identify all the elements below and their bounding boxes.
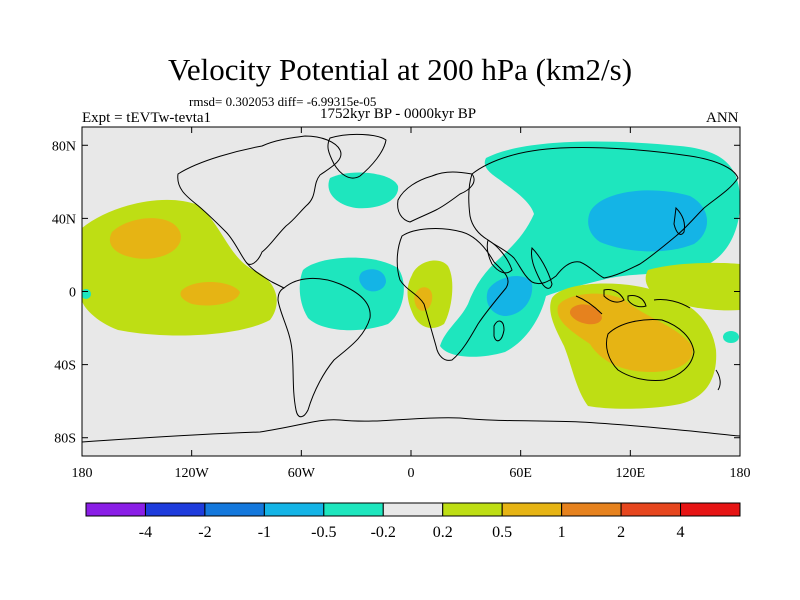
colorbar-swatch [501, 502, 563, 517]
north-atlantic-negative-region [328, 172, 399, 209]
x-tick-label: 120W [175, 466, 210, 481]
africa-core [414, 287, 433, 311]
atlantic-negative-region [299, 257, 404, 331]
central-pacific-positive-region [645, 262, 740, 311]
colorbar-label: -1 [258, 524, 271, 541]
colorbar: -4 -2 -1 -0.5 -0.2 0.2 0.5 1 2 4 [85, 502, 741, 541]
small-negative-patch [723, 331, 739, 343]
y-tick-label: 80N [52, 139, 76, 154]
colorbar-swatch [204, 502, 265, 517]
x-tick-label: 180 [72, 466, 93, 481]
colorbar-label: 2 [617, 524, 625, 541]
colorbar-label: 4 [677, 524, 685, 541]
x-tick-label: 60W [288, 466, 316, 481]
season-label: ANN [706, 110, 739, 126]
colorbar-swatch [680, 502, 741, 517]
x-tick-label: 180 [730, 466, 751, 481]
x-tick-label: 60E [509, 466, 532, 481]
colorbar-swatch [442, 502, 503, 517]
x-tick-label: 0 [408, 466, 415, 481]
y-axis: 80N 40N 0 40S 80S [52, 139, 740, 447]
colorbar-swatch [620, 502, 682, 517]
experiment-label: Expt = tEVTw-tevta1 [82, 110, 212, 126]
indian-ocean-core [486, 276, 533, 316]
sumatra-core [569, 304, 602, 325]
colorbar-label: 0.2 [433, 524, 453, 541]
coastlines [82, 133, 740, 443]
colorbar-swatch [263, 502, 325, 517]
atlantic-core [359, 269, 386, 292]
colorbar-label: 0.5 [492, 524, 512, 541]
colorbar-label: -4 [139, 524, 152, 541]
east-pacific-core-equator [180, 281, 240, 306]
east-asia-core [588, 190, 708, 252]
y-tick-label: 0 [69, 286, 76, 301]
y-tick-label: 40N [52, 212, 76, 227]
colorbar-swatch [323, 502, 384, 517]
contour-field [82, 127, 740, 456]
colorbar-swatch [561, 502, 622, 517]
colorbar-label: 1 [558, 524, 566, 541]
stats-text: rmsd= 0.302053 diff= -6.99315e-05 [189, 94, 377, 109]
map-title: Velocity Potential at 200 hPa (km2/s) [167, 52, 633, 87]
colorbar-swatch [144, 502, 206, 517]
colorbar-label: -0.5 [311, 524, 336, 541]
colorbar-label: -2 [198, 524, 211, 541]
colorbar-label: -0.2 [371, 524, 396, 541]
period-label: 1752kyr BP - 0000kyr BP [320, 106, 477, 122]
east-pacific-core-north [109, 218, 181, 259]
y-tick-label: 40S [54, 359, 76, 374]
colorbar-swatch [85, 502, 146, 517]
colorbar-swatch [382, 502, 444, 517]
x-tick-label: 120E [616, 466, 646, 481]
x-axis: 180 120W 60W 0 60E 120E 180 [72, 127, 751, 481]
y-tick-label: 80S [54, 432, 76, 447]
